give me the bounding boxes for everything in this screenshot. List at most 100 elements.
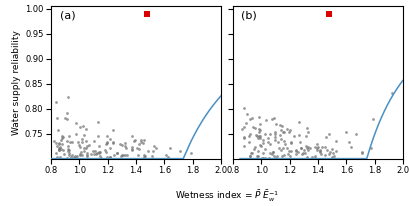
Text: (b): (b) [241, 11, 257, 21]
Point [187, 151, 194, 154]
Point [283, 157, 290, 160]
Point [262, 119, 269, 122]
Point [285, 157, 291, 160]
Point [64, 157, 71, 160]
Point [89, 157, 96, 160]
Point [128, 157, 135, 160]
Point [54, 117, 61, 120]
Point [280, 157, 287, 160]
Point [293, 153, 300, 156]
Point [60, 136, 67, 139]
Point [277, 149, 284, 152]
Point [97, 155, 103, 158]
Point [148, 154, 155, 158]
Point [128, 157, 134, 160]
Point [103, 150, 109, 153]
Point [260, 156, 266, 159]
Point [327, 157, 334, 160]
Point [288, 157, 294, 160]
Point [61, 157, 67, 160]
Point [256, 134, 263, 137]
Point [53, 101, 59, 104]
Point [267, 157, 274, 160]
Point [110, 157, 117, 160]
Point [329, 157, 335, 160]
Point [125, 157, 132, 160]
Point [56, 143, 63, 146]
Point [76, 157, 83, 160]
Point [59, 157, 66, 160]
Point [89, 157, 96, 160]
Point [268, 157, 274, 160]
Point [267, 132, 274, 136]
Point [293, 157, 300, 160]
Point [140, 141, 147, 144]
Point [114, 151, 121, 154]
Point [54, 157, 61, 160]
Point [306, 157, 312, 160]
Point [83, 151, 90, 155]
Point [251, 147, 257, 150]
Point [351, 157, 357, 160]
Point [133, 157, 139, 160]
Point [163, 154, 169, 157]
Point [267, 157, 274, 160]
Point [136, 147, 143, 151]
Point [101, 157, 107, 160]
Point [70, 157, 76, 160]
Point [314, 143, 321, 146]
Point [318, 152, 325, 155]
Point [239, 157, 246, 160]
Point [103, 157, 110, 160]
Point [247, 154, 254, 157]
Point [60, 157, 67, 160]
Point [129, 145, 136, 149]
Point [249, 157, 255, 160]
Point [70, 157, 76, 160]
Point [79, 157, 85, 160]
Point [83, 146, 90, 149]
Point [128, 149, 135, 152]
Point [65, 149, 72, 152]
Point [324, 157, 331, 160]
Point [254, 154, 261, 157]
Point [270, 154, 277, 158]
Point [256, 128, 263, 131]
Point [256, 116, 263, 119]
Point [280, 130, 287, 133]
Point [272, 139, 279, 142]
Point [151, 157, 158, 160]
Point [81, 157, 88, 160]
Point [286, 150, 292, 153]
Point [128, 157, 134, 160]
Point [245, 134, 252, 137]
Point [61, 157, 67, 160]
Point [58, 143, 65, 146]
Point [257, 128, 263, 131]
Point [87, 157, 94, 160]
Point [157, 157, 164, 160]
Point [293, 157, 299, 160]
Point [87, 157, 94, 160]
Point [114, 157, 120, 160]
Point [60, 157, 67, 160]
Point [330, 157, 337, 160]
Point [104, 141, 111, 144]
Point [267, 157, 273, 160]
Point [83, 139, 90, 143]
Point [81, 150, 87, 153]
Point [119, 157, 126, 160]
Point [49, 157, 55, 160]
Point [99, 157, 106, 160]
Point [304, 146, 310, 149]
Point [328, 155, 335, 158]
Point [133, 157, 139, 160]
Point [51, 139, 57, 142]
Point [317, 150, 323, 153]
Point [87, 157, 94, 160]
Point [54, 156, 61, 159]
Point [94, 120, 101, 123]
Point [317, 157, 324, 160]
Point [276, 157, 282, 160]
Point [61, 116, 68, 119]
